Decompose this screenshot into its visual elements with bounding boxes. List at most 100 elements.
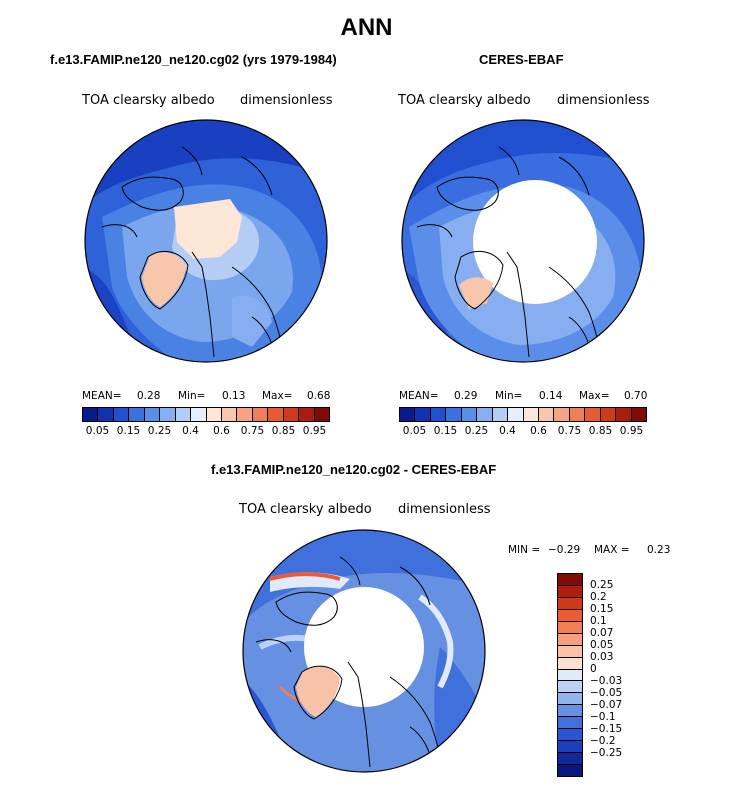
diff-colorbar-label: 0.2 xyxy=(590,591,607,603)
obs-panel-title: CERES-EBAF xyxy=(479,52,564,67)
colorbar-swatch xyxy=(283,408,300,421)
colorbar-swatch xyxy=(252,408,269,421)
model-colorbar xyxy=(82,407,330,422)
colorbar-swatch xyxy=(585,408,601,421)
diff-colorbar-swatch xyxy=(558,765,582,776)
colorbar-tick: 0.85 xyxy=(271,425,296,437)
diff-colorbar-swatch xyxy=(558,597,582,610)
diff-colorbar-label: −0.25 xyxy=(590,747,623,759)
colorbar-swatch xyxy=(175,408,192,421)
diff-colorbar-label: 0.07 xyxy=(590,627,614,639)
diff-colorbar-swatch xyxy=(558,729,582,742)
colorbar-tick: 0.6 xyxy=(530,425,547,437)
diff-colorbar-label: 0 xyxy=(590,663,597,675)
diff-colorbar-label: 0.15 xyxy=(590,603,614,615)
diff-colorbar-swatch xyxy=(558,705,582,718)
colorbar-tick: 0.95 xyxy=(619,425,644,437)
diff-colorbar-swatch xyxy=(558,574,582,586)
colorbar-tick: 0.75 xyxy=(557,425,582,437)
diff-colorbar-label: −0.1 xyxy=(590,711,616,723)
colorbar-swatch xyxy=(221,408,238,421)
model-polar-map xyxy=(84,119,328,363)
diff-colorbar-swatch xyxy=(558,657,582,670)
diff-variable-label: TOA clearsky albedo xyxy=(239,502,372,517)
obs-units-label: dimensionless xyxy=(557,93,650,108)
diff-colorbar-labels: 0.25 0.2 0.15 0.1 0.07 0.05 0.03 0 −0.03… xyxy=(590,573,650,777)
diff-units-label: dimensionless xyxy=(398,502,491,517)
diff-colorbar-swatch xyxy=(558,741,582,754)
model-max-value: 0.68 xyxy=(307,390,331,402)
colorbar-swatch xyxy=(98,408,114,421)
diff-colorbar-swatch xyxy=(558,669,582,682)
colorbar-swatch xyxy=(160,408,176,421)
colorbar-tick: 0.4 xyxy=(499,425,516,437)
colorbar-swatch xyxy=(191,408,207,421)
colorbar-tick: 0.95 xyxy=(302,425,327,437)
colorbar-swatch xyxy=(268,408,284,421)
diff-colorbar-swatch xyxy=(558,633,582,646)
obs-variable-label: TOA clearsky albedo xyxy=(398,93,531,108)
diff-max-label: MAX = xyxy=(594,544,630,556)
diff-colorbar-swatch xyxy=(558,609,582,622)
diff-colorbar-label: −0.15 xyxy=(590,723,623,735)
colorbar-swatch xyxy=(600,408,617,421)
colorbar-tick: 0.15 xyxy=(116,425,141,437)
colorbar-tick: 0.05 xyxy=(85,425,110,437)
diff-min-value: −0.29 xyxy=(548,544,581,556)
colorbar-swatch xyxy=(523,408,539,421)
colorbar-swatch xyxy=(538,408,555,421)
model-mean-value: 0.28 xyxy=(137,390,161,402)
colorbar-swatch xyxy=(446,408,462,421)
colorbar-swatch xyxy=(206,408,222,421)
obs-min-value: 0.14 xyxy=(539,390,563,402)
obs-max-label: Max= xyxy=(579,390,610,402)
diff-colorbar-label: 0.25 xyxy=(590,579,614,591)
model-colorbar-ticks: 0.05 0.15 0.25 0.4 0.6 0.75 0.85 0.95 xyxy=(82,425,330,439)
colorbar-swatch xyxy=(554,408,570,421)
obs-max-value: 0.70 xyxy=(624,390,648,402)
model-max-label: Max= xyxy=(262,390,293,402)
diff-colorbar-label: −0.07 xyxy=(590,699,623,711)
colorbar-tick: 0.25 xyxy=(147,425,172,437)
colorbar-tick: 0.15 xyxy=(433,425,458,437)
obs-colorbar xyxy=(399,407,647,422)
diff-colorbar-swatch xyxy=(558,681,582,694)
diff-polar-map xyxy=(242,529,486,773)
colorbar-tick: 0.4 xyxy=(182,425,199,437)
diff-max-value: 0.23 xyxy=(647,544,671,556)
diff-min-label: MIN = xyxy=(508,544,541,556)
colorbar-swatch xyxy=(508,408,524,421)
obs-mean-label: MEAN= xyxy=(399,390,439,402)
diff-colorbar-swatch xyxy=(558,585,582,598)
diff-colorbar-label: −0.05 xyxy=(590,687,623,699)
obs-stats: MEAN= 0.29 Min= 0.14 Max= 0.70 xyxy=(399,390,647,404)
colorbar-swatch xyxy=(415,408,431,421)
colorbar-swatch xyxy=(400,408,416,421)
colorbar-tick: 0.6 xyxy=(213,425,230,437)
diff-colorbar-label: 0.03 xyxy=(590,651,614,663)
diff-colorbar-swatch xyxy=(558,753,582,765)
colorbar-swatch xyxy=(461,408,478,421)
colorbar-swatch xyxy=(616,408,632,421)
obs-colorbar-ticks: 0.05 0.15 0.25 0.4 0.6 0.75 0.85 0.95 xyxy=(399,425,647,439)
diff-colorbar-label: −0.03 xyxy=(590,675,623,687)
model-mean-label: MEAN= xyxy=(82,390,122,402)
colorbar-tick: 0.05 xyxy=(402,425,427,437)
diff-colorbar-swatch xyxy=(558,693,582,706)
colorbar-swatch xyxy=(129,408,145,421)
colorbar-swatch xyxy=(569,408,586,421)
colorbar-swatch xyxy=(237,408,253,421)
diff-colorbar-label: 0.1 xyxy=(590,615,607,627)
colorbar-swatch xyxy=(144,408,161,421)
model-panel-title: f.e13.FAMIP.ne120_ne120.cg02 (yrs 1979-1… xyxy=(50,52,337,67)
diff-stats: MIN = −0.29 MAX = 0.23 xyxy=(508,544,678,558)
diff-colorbar-swatch xyxy=(558,717,582,730)
diff-panel-title: f.e13.FAMIP.ne120_ne120.cg02 - CERES-EBA… xyxy=(211,462,497,477)
colorbar-tick: 0.25 xyxy=(464,425,489,437)
diff-colorbar-label: 0.05 xyxy=(590,639,614,651)
colorbar-swatch xyxy=(631,408,646,421)
model-units-label: dimensionless xyxy=(240,93,333,108)
colorbar-swatch xyxy=(430,408,447,421)
colorbar-swatch xyxy=(299,408,315,421)
figure-title: ANN xyxy=(340,14,393,41)
